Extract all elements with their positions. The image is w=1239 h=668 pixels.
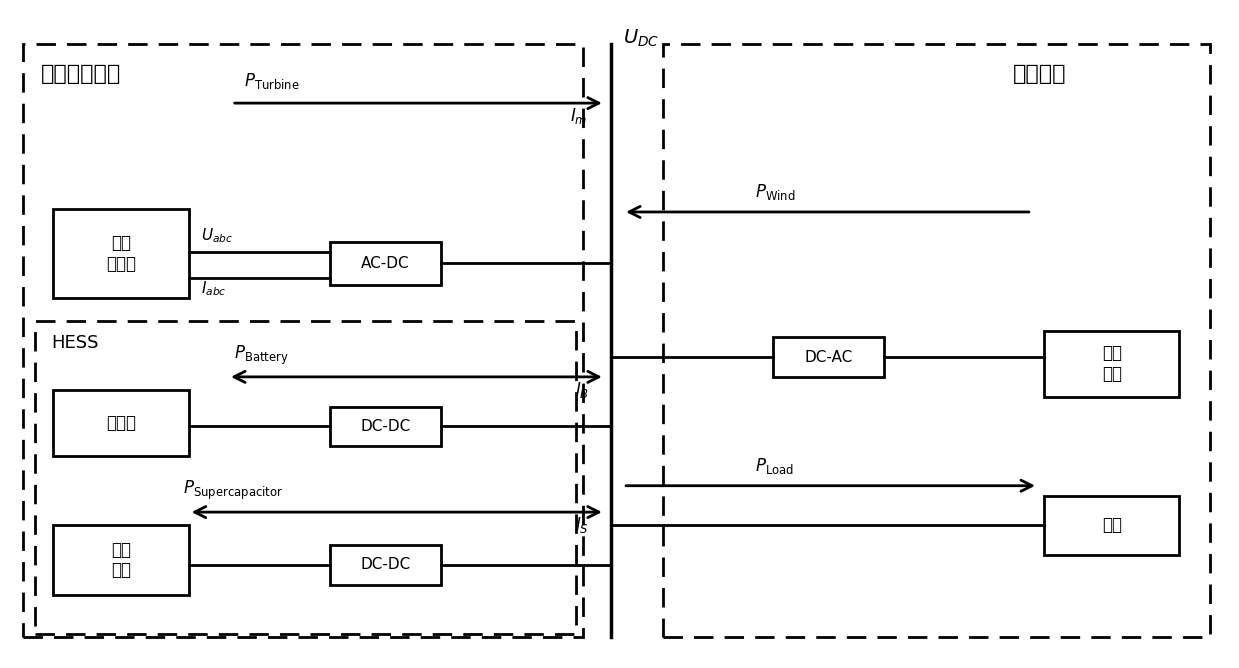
Text: 等效负载: 等效负载 — [1014, 63, 1067, 84]
Text: $U_{abc}$: $U_{abc}$ — [201, 226, 233, 245]
Text: $I_m$: $I_m$ — [570, 106, 587, 126]
Text: HESS: HESS — [51, 334, 98, 352]
Text: $P_{\mathrm{Turbine}}$: $P_{\mathrm{Turbine}}$ — [244, 71, 300, 92]
Bar — [53, 208, 188, 298]
Bar — [331, 242, 441, 285]
Text: 风力
发电: 风力 发电 — [1101, 344, 1121, 383]
Bar — [53, 525, 188, 595]
Bar — [53, 390, 188, 456]
Text: $I_S$: $I_S$ — [575, 515, 589, 535]
Text: 蓄电池: 蓄电池 — [107, 414, 136, 432]
Bar — [22, 43, 582, 637]
Text: 超级
电容: 超级 电容 — [112, 540, 131, 579]
Text: DC-DC: DC-DC — [361, 557, 411, 572]
Text: $I_{abc}$: $I_{abc}$ — [201, 279, 227, 298]
Bar — [331, 545, 441, 584]
Bar — [1044, 496, 1180, 555]
Text: 负载: 负载 — [1101, 516, 1121, 534]
Bar — [1044, 331, 1180, 397]
Text: AC-DC: AC-DC — [362, 256, 410, 271]
Text: $I_B$: $I_B$ — [575, 380, 590, 400]
Bar — [35, 321, 576, 634]
Text: 柴储联合控制: 柴储联合控制 — [41, 63, 121, 84]
Text: 燃气
透平机: 燃气 透平机 — [107, 234, 136, 273]
Text: $U_{DC}$: $U_{DC}$ — [623, 27, 659, 49]
Bar — [331, 407, 441, 446]
Text: $P_{\mathrm{Load}}$: $P_{\mathrm{Load}}$ — [755, 456, 794, 476]
Text: $P_{\mathrm{Supercapacitor}}$: $P_{\mathrm{Supercapacitor}}$ — [182, 479, 282, 502]
Bar — [663, 43, 1211, 637]
Text: $P_{\mathrm{Battery}}$: $P_{\mathrm{Battery}}$ — [234, 344, 289, 367]
Text: DC-AC: DC-AC — [804, 349, 852, 365]
Text: $P_{\mathrm{Wind}}$: $P_{\mathrm{Wind}}$ — [755, 182, 795, 202]
Text: DC-DC: DC-DC — [361, 419, 411, 434]
Bar — [773, 337, 885, 377]
